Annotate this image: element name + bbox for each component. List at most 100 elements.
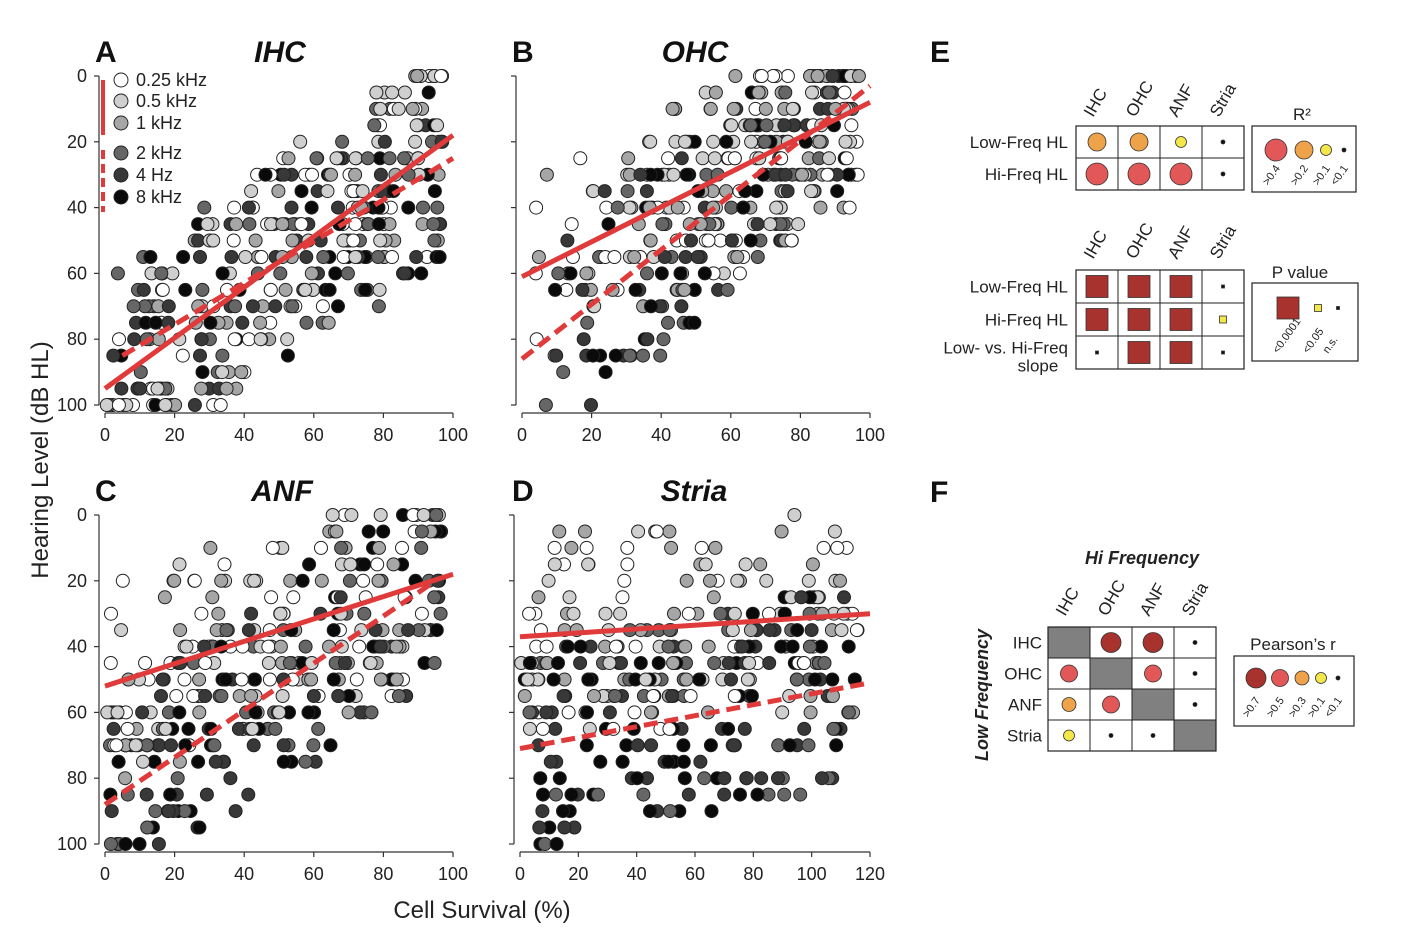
data-point [551,656,565,670]
data-point [676,754,691,769]
r-cell-mark [1102,695,1120,714]
data-point [343,557,358,572]
data-point [639,184,654,199]
data-point [620,557,635,572]
data-point [693,754,708,769]
data-point [234,672,249,687]
data-point [285,299,300,314]
y-tick-label: 20 [67,571,87,591]
data-point [617,573,632,588]
p-cell-mark [1085,308,1109,331]
data-point [294,184,309,199]
x-tick-label: 80 [373,425,393,445]
data-point [538,398,553,412]
data-point [803,705,818,720]
data-point [298,282,313,297]
p-cell-mark [1169,341,1193,364]
r-cell-mark [1061,697,1077,712]
data-point [321,315,336,330]
data-point [349,672,364,687]
data-point [395,540,409,555]
data-point [644,705,658,720]
data-point [547,557,562,572]
data-point [373,167,388,182]
y-tick-label: 0 [77,505,87,525]
p-key-mark [1314,304,1322,312]
data-point [717,771,732,786]
data-point [305,167,319,182]
data-point [701,233,716,248]
data-point [275,689,290,703]
data-point [285,233,300,248]
data-point [284,200,299,215]
r2-key-label: >0.4 [1261,163,1283,188]
data-point [103,656,118,670]
data-point [522,606,537,621]
data-point [193,250,207,264]
r2-cell-mark [1085,162,1109,186]
data-point [560,233,575,248]
data-point [192,705,207,720]
data-point [822,85,837,100]
data-point [535,804,550,819]
data-point [602,705,617,720]
data-point [164,738,178,753]
data-point [849,623,864,638]
data-point [265,540,280,555]
data-point [808,672,822,687]
data-point [620,540,635,555]
data-point [721,656,736,670]
data-point [176,250,191,264]
p-key-title: P value [1272,263,1328,282]
data-point [743,233,758,248]
r2-key-title: R² [1293,105,1311,124]
p-cell-mark [1221,284,1225,289]
data-point [795,167,809,182]
data-point [315,299,330,314]
data-point [302,557,317,572]
data-point [223,771,238,786]
data-point [829,738,844,753]
data-point [126,299,141,314]
data-point [698,557,713,572]
r-cell-mark [1142,632,1164,653]
data-point [192,672,207,687]
data-point [834,623,849,638]
data-point [727,689,742,703]
data-point [661,639,676,654]
data-point [167,573,182,588]
data-point [851,69,866,83]
data-point [805,85,819,100]
panel-letter-A: A [95,36,117,69]
r-key-mark [1335,675,1341,681]
r2-key-label: >0.2 [1289,163,1311,188]
data-point [373,233,388,248]
data-point [678,134,692,149]
x-tick-label: 40 [234,864,254,884]
data-point [106,721,121,736]
data-point [839,151,854,166]
data-point [593,754,608,769]
data-point [397,151,412,166]
data-point [161,804,176,819]
data-point [621,151,636,166]
data-point [169,689,184,703]
data-point [615,590,630,605]
r2-key-mark [1264,138,1288,162]
data-point [750,217,765,232]
data-point [644,299,658,314]
data-point [762,656,777,670]
data-point [743,623,758,638]
data-point [763,217,778,232]
x-tick-label: 100 [438,864,468,884]
data-point [163,787,178,802]
data-point [391,689,406,703]
data-point [681,606,696,621]
data-point [408,134,423,149]
data-point [373,639,388,654]
data-point [690,250,705,264]
data-point [301,705,316,720]
x-tick-label: 40 [651,425,671,445]
data-point [106,348,121,363]
data-point [241,623,256,638]
